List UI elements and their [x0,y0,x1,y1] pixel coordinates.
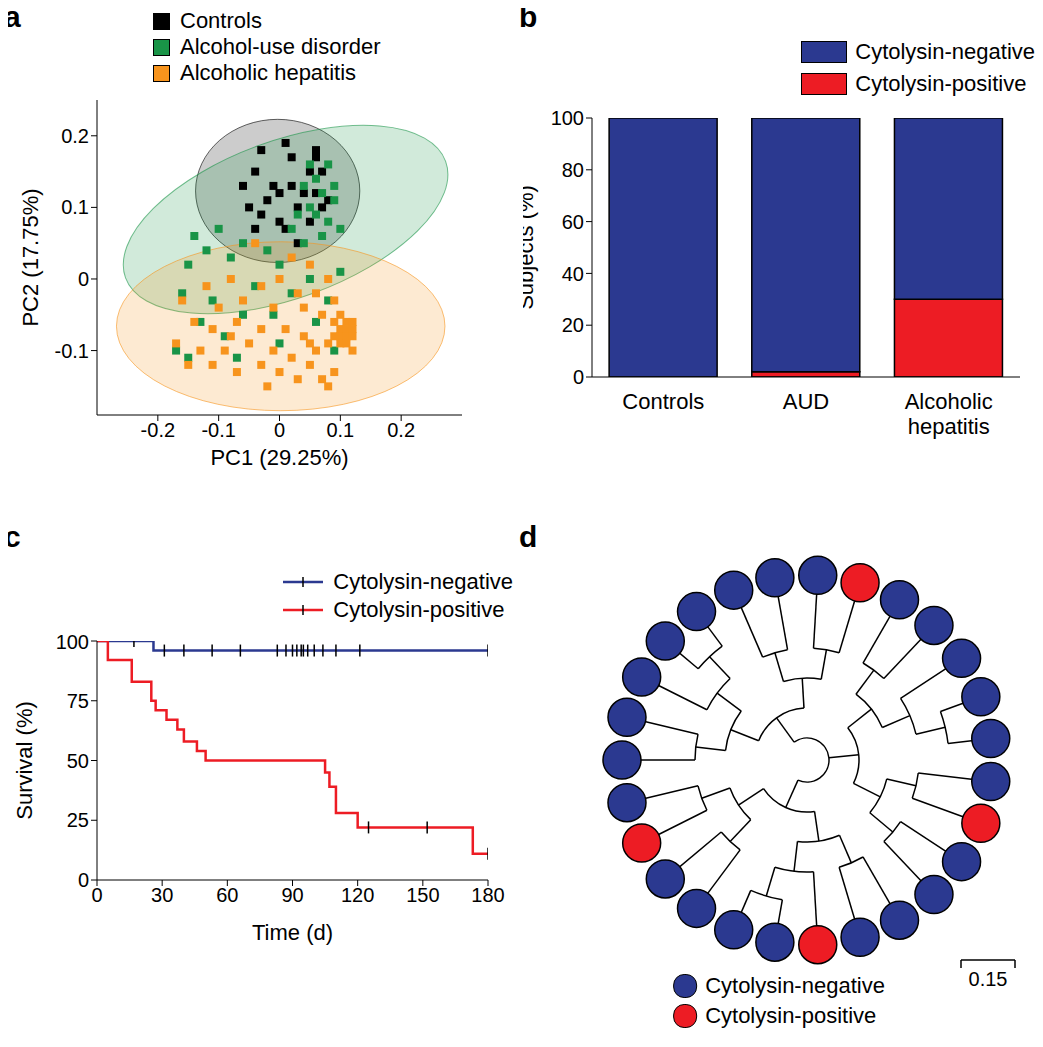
svg-text:120: 120 [341,884,374,906]
svg-text:60: 60 [562,211,584,233]
html-text:Cytolysin-negative: Cytolysin-negative [705,973,885,998]
svg-text:20: 20 [562,314,584,336]
svg-text:0: 0 [78,869,89,891]
html-text:Cytolysin-positive: Cytolysin-positive [705,1003,877,1028]
svg-text:0.1: 0.1 [61,196,89,218]
svg-text:75: 75 [67,690,89,712]
svg-text:0: 0 [573,366,584,388]
svg-text:180: 180 [471,884,504,906]
html-text:b: b [519,0,538,33]
svg-text:Subjects (%): Subjects (%) [523,185,538,310]
svg-text:90: 90 [281,884,303,906]
svg-text:0.2: 0.2 [387,419,415,441]
html-text:Cytolysin-positive: Cytolysin-positive [333,597,505,622]
html-text:Alcoholic hepatitis: Alcoholic hepatitis [180,60,357,85]
svg-text:Alcoholichepatitis: Alcoholichepatitis [905,389,993,439]
svg-text:80: 80 [562,159,584,181]
svg-text:0: 0 [78,268,89,290]
svg-text:100: 100 [56,631,89,653]
svg-text:Time (d): Time (d) [252,920,333,945]
svg-text:Survival (%): Survival (%) [12,701,37,820]
svg-text:100: 100 [551,107,584,129]
svg-text:Controls: Controls [622,389,704,414]
svg-text:0: 0 [91,884,102,906]
svg-text:25: 25 [67,809,89,831]
html-text:a: a [4,0,21,33]
svg-text:PC2 (17.75%): PC2 (17.75%) [18,188,43,326]
svg-text:60: 60 [216,884,238,906]
svg-text:AUD: AUD [783,389,829,414]
svg-text:40: 40 [562,263,584,285]
html-text:Alcohol-use disorder: Alcohol-use disorder [180,34,381,59]
svg-text:0: 0 [274,419,285,441]
html-text:Controls: Controls [180,8,262,33]
svg-text:PC1 (29.25%): PC1 (29.25%) [210,445,348,470]
svg-text:0.15: 0.15 [969,968,1008,990]
html-text:d: d [519,520,538,553]
svg-text:-0.1: -0.1 [201,419,235,441]
svg-text:-0.1: -0.1 [55,340,89,362]
svg-text:0.2: 0.2 [61,125,89,147]
html-text:Cytolysin-positive: Cytolysin-positive [855,71,1027,96]
html-text:c: c [4,520,21,553]
svg-text:0.1: 0.1 [326,419,354,441]
svg-text:50: 50 [67,750,89,772]
svg-text:-0.2: -0.2 [141,419,175,441]
svg-text:150: 150 [406,884,439,906]
svg-text:30: 30 [151,884,173,906]
html-text:Cytolysin-negative: Cytolysin-negative [333,569,513,594]
html-text:Cytolysin-negative: Cytolysin-negative [855,39,1035,64]
